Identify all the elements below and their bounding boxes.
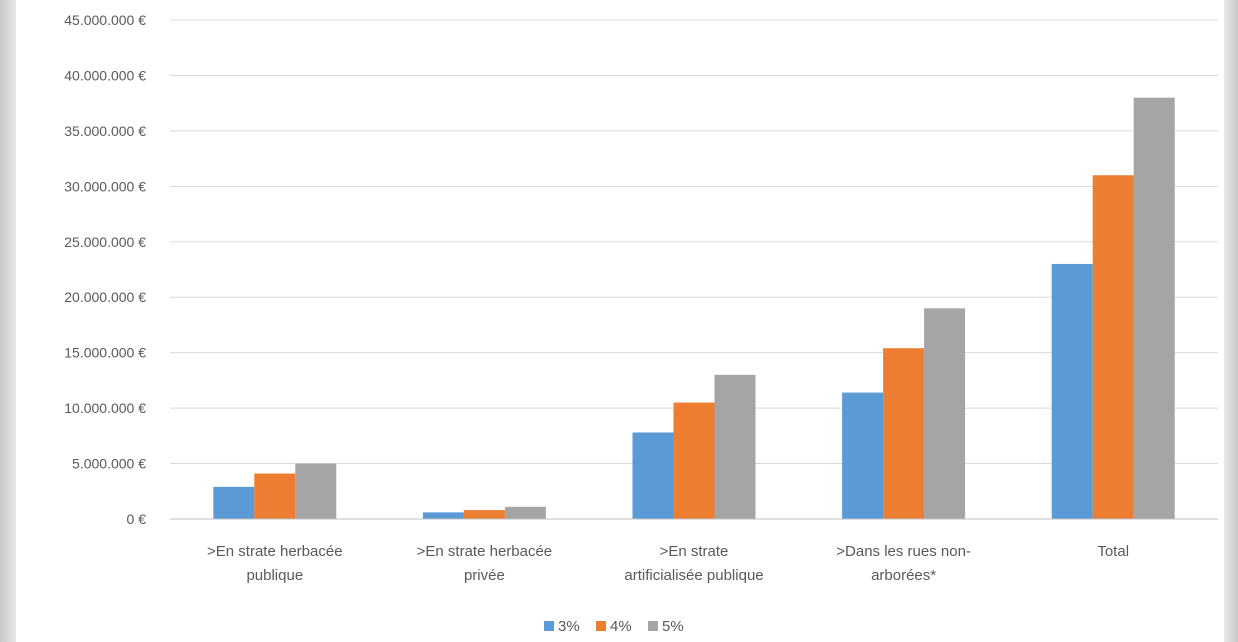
y-tick-label: 0 € [127, 511, 147, 527]
bar [213, 486, 255, 519]
y-axis-tick-labels: 0 € 5.000.000 € 10.000.000 € 15.000.000 € 20… [64, 12, 146, 527]
y-tick-label: 45.000.000 € [64, 12, 146, 28]
y-tick-label: 35.000.000 € [64, 123, 146, 139]
legend-swatch [544, 621, 554, 631]
y-tick-label: 25.000.000 € [64, 234, 146, 250]
category-label-line: >En strate herbacée [207, 543, 343, 560]
bar [1092, 175, 1134, 519]
bar [632, 432, 674, 519]
legend-label: 5% [662, 618, 684, 635]
category-label: >Dans les rues non-arborées* [836, 543, 971, 584]
bar [714, 374, 756, 519]
y-tick-label: 5.000.000 € [72, 456, 146, 472]
category-label-line: Total [1097, 543, 1129, 560]
bars [213, 97, 1175, 519]
y-tick-label: 15.000.000 € [64, 345, 146, 361]
legend-label: 3% [558, 618, 580, 635]
bar [1051, 263, 1093, 519]
category-label-line: publique [246, 567, 303, 584]
legend: 3% 4% 5% [544, 618, 684, 635]
bar [254, 473, 296, 519]
legend-label: 4% [610, 618, 632, 635]
y-tick-label: 10.000.000 € [64, 400, 146, 416]
x-axis-category-labels: >En strate herbacée publique>En strate he… [207, 543, 1129, 584]
bar [1133, 97, 1175, 519]
category-label-line: arborées* [871, 567, 936, 584]
category-label-line: >Dans les rues non- [836, 543, 971, 560]
bar [463, 510, 505, 519]
legend-swatch [648, 621, 658, 631]
bar [295, 463, 337, 519]
left-frame-edge [0, 0, 16, 642]
legend-swatch [596, 621, 606, 631]
bar [673, 402, 715, 519]
category-label: Total [1097, 543, 1129, 560]
bar [924, 308, 966, 519]
y-tick-label: 30.000.000 € [64, 178, 146, 194]
y-tick-label: 40.000.000 € [64, 67, 146, 83]
category-label-line: privée [464, 567, 505, 584]
bar [842, 392, 884, 519]
gridlines [170, 19, 1218, 465]
bar [883, 348, 925, 519]
bar [504, 506, 546, 519]
y-tick-label: 20.000.000 € [64, 289, 146, 305]
category-label-line: >En strate [660, 543, 729, 560]
category-label-line: >En strate herbacée [417, 543, 553, 560]
category-label-line: artificialisée publique [624, 567, 763, 584]
bar [422, 512, 464, 519]
category-label: >En strate herbacée privée [417, 543, 553, 584]
right-frame-edge [1224, 0, 1238, 642]
category-label: >En strate artificialisée publique [624, 543, 763, 584]
category-label: >En strate herbacée publique [207, 543, 343, 584]
